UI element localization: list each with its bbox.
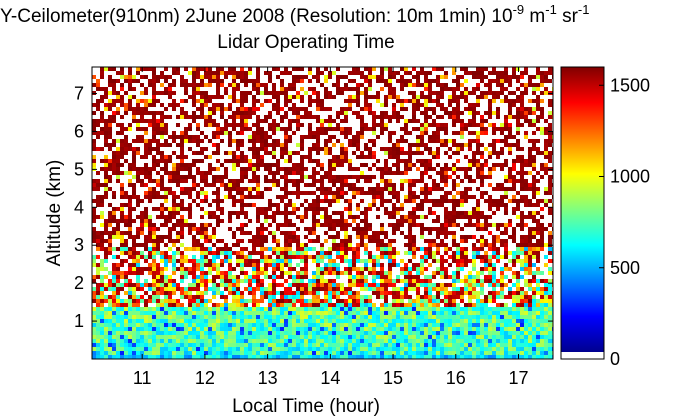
y-tick-label: 3: [74, 235, 84, 255]
y-tick-label: 7: [74, 84, 84, 104]
colorbar-tick-label: 1000: [610, 167, 650, 187]
x-tick-label: 17: [508, 368, 528, 388]
y-axis-ticks: 1 2 3 4 5 6 7: [74, 84, 553, 331]
colorbar-tick-label: 500: [610, 258, 640, 278]
chart-title: Y-Ceilometer(910nm) 2June 2008 (Resoluti…: [0, 2, 589, 27]
y-tick-label: 1: [74, 311, 84, 331]
y-axis-label: Altitude (km): [44, 160, 65, 267]
heatmap-area: [91, 66, 554, 360]
colorbar-gradient: [561, 67, 604, 352]
x-tick-label: 13: [258, 368, 278, 388]
x-axis-ticks: 11 12 13 14 15 16 17: [133, 67, 529, 388]
x-tick-label: 15: [383, 368, 403, 388]
colorbar-tick-label: 1500: [610, 75, 650, 95]
x-tick-label: 16: [446, 368, 466, 388]
y-tick-label: 5: [74, 159, 84, 179]
chart-subtitle: Lidar Operating Time: [217, 32, 394, 53]
colorbar-tick-label: 0: [610, 349, 620, 369]
x-tick-label: 14: [320, 368, 340, 388]
x-tick-label: 12: [195, 368, 215, 388]
x-tick-label: 11: [133, 368, 152, 388]
colorbar-white-bottom: [561, 352, 604, 359]
y-tick-label: 2: [74, 273, 84, 293]
y-tick-label: 4: [74, 197, 84, 217]
x-axis-label: Local Time (hour): [232, 396, 380, 417]
y-tick-label: 6: [74, 121, 84, 141]
colorbar: 0 500 1000 1500: [560, 66, 650, 369]
